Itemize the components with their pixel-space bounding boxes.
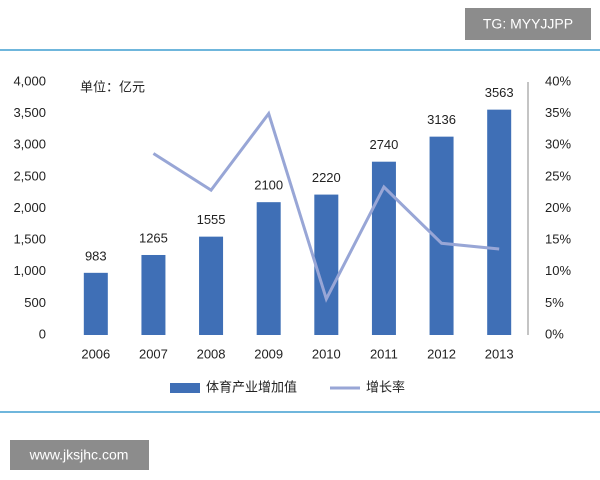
- y2-tick-label: 5%: [545, 295, 564, 310]
- legend-swatch: [170, 383, 200, 393]
- y-tick-label: 1,500: [13, 232, 46, 247]
- x-tick-label: 2006: [81, 346, 110, 361]
- bar: [314, 194, 339, 335]
- data-label: 1265: [139, 230, 168, 245]
- y2-tick-label: 0%: [545, 326, 564, 341]
- y2-tick-label: 20%: [545, 200, 571, 215]
- x-tick-label: 2009: [254, 346, 283, 361]
- x-tick-label: 2013: [485, 346, 514, 361]
- data-label: 3136: [427, 112, 456, 127]
- y-tick-label: 0: [39, 326, 46, 341]
- data-label: 2220: [312, 170, 341, 185]
- bar: [199, 236, 224, 335]
- x-tick-label: 2008: [197, 346, 226, 361]
- y-tick-label: 1,000: [13, 263, 46, 278]
- data-label: 1555: [197, 212, 226, 227]
- x-tick-label: 2007: [139, 346, 168, 361]
- y2-tick-label: 10%: [545, 263, 571, 278]
- x-tick-label: 2011: [370, 346, 398, 361]
- watermark-box: [10, 440, 149, 470]
- y2-tick-label: 25%: [545, 168, 571, 183]
- y2-tick-label: 40%: [545, 73, 571, 88]
- y-tick-label: 3,000: [13, 137, 46, 152]
- watermark: TG: MYYJJPP: [483, 16, 573, 32]
- bar: [256, 202, 281, 335]
- y-tick-label: 500: [24, 295, 46, 310]
- line: [152, 110, 500, 303]
- y2-tick-label: 15%: [545, 232, 571, 247]
- y-tick-label: 2,500: [13, 168, 46, 183]
- y2-tick-label: 35%: [545, 105, 571, 120]
- data-label: 2740: [369, 137, 398, 152]
- bar: [371, 161, 396, 335]
- y2-tick-label: 30%: [545, 137, 571, 152]
- unit-label: 单位：亿元: [80, 79, 145, 94]
- bar: [83, 272, 108, 335]
- watermark-box: [465, 8, 591, 40]
- watermark: www.jksjhc.com: [29, 447, 129, 463]
- y-tick-label: 2,000: [13, 200, 46, 215]
- x-tick-label: 2010: [312, 346, 341, 361]
- bar: [141, 254, 166, 335]
- data-label: 2100: [254, 178, 283, 193]
- data-label: 983: [85, 248, 107, 263]
- y-tick-label: 3,500: [13, 105, 46, 120]
- data-label: 3563: [485, 85, 514, 100]
- legend-label: 体育产业增加值: [206, 379, 297, 394]
- legend-label: 增长率: [366, 379, 405, 394]
- bar: [487, 109, 512, 335]
- y-tick-label: 4,000: [13, 73, 46, 88]
- x-tick-label: 2012: [427, 346, 456, 361]
